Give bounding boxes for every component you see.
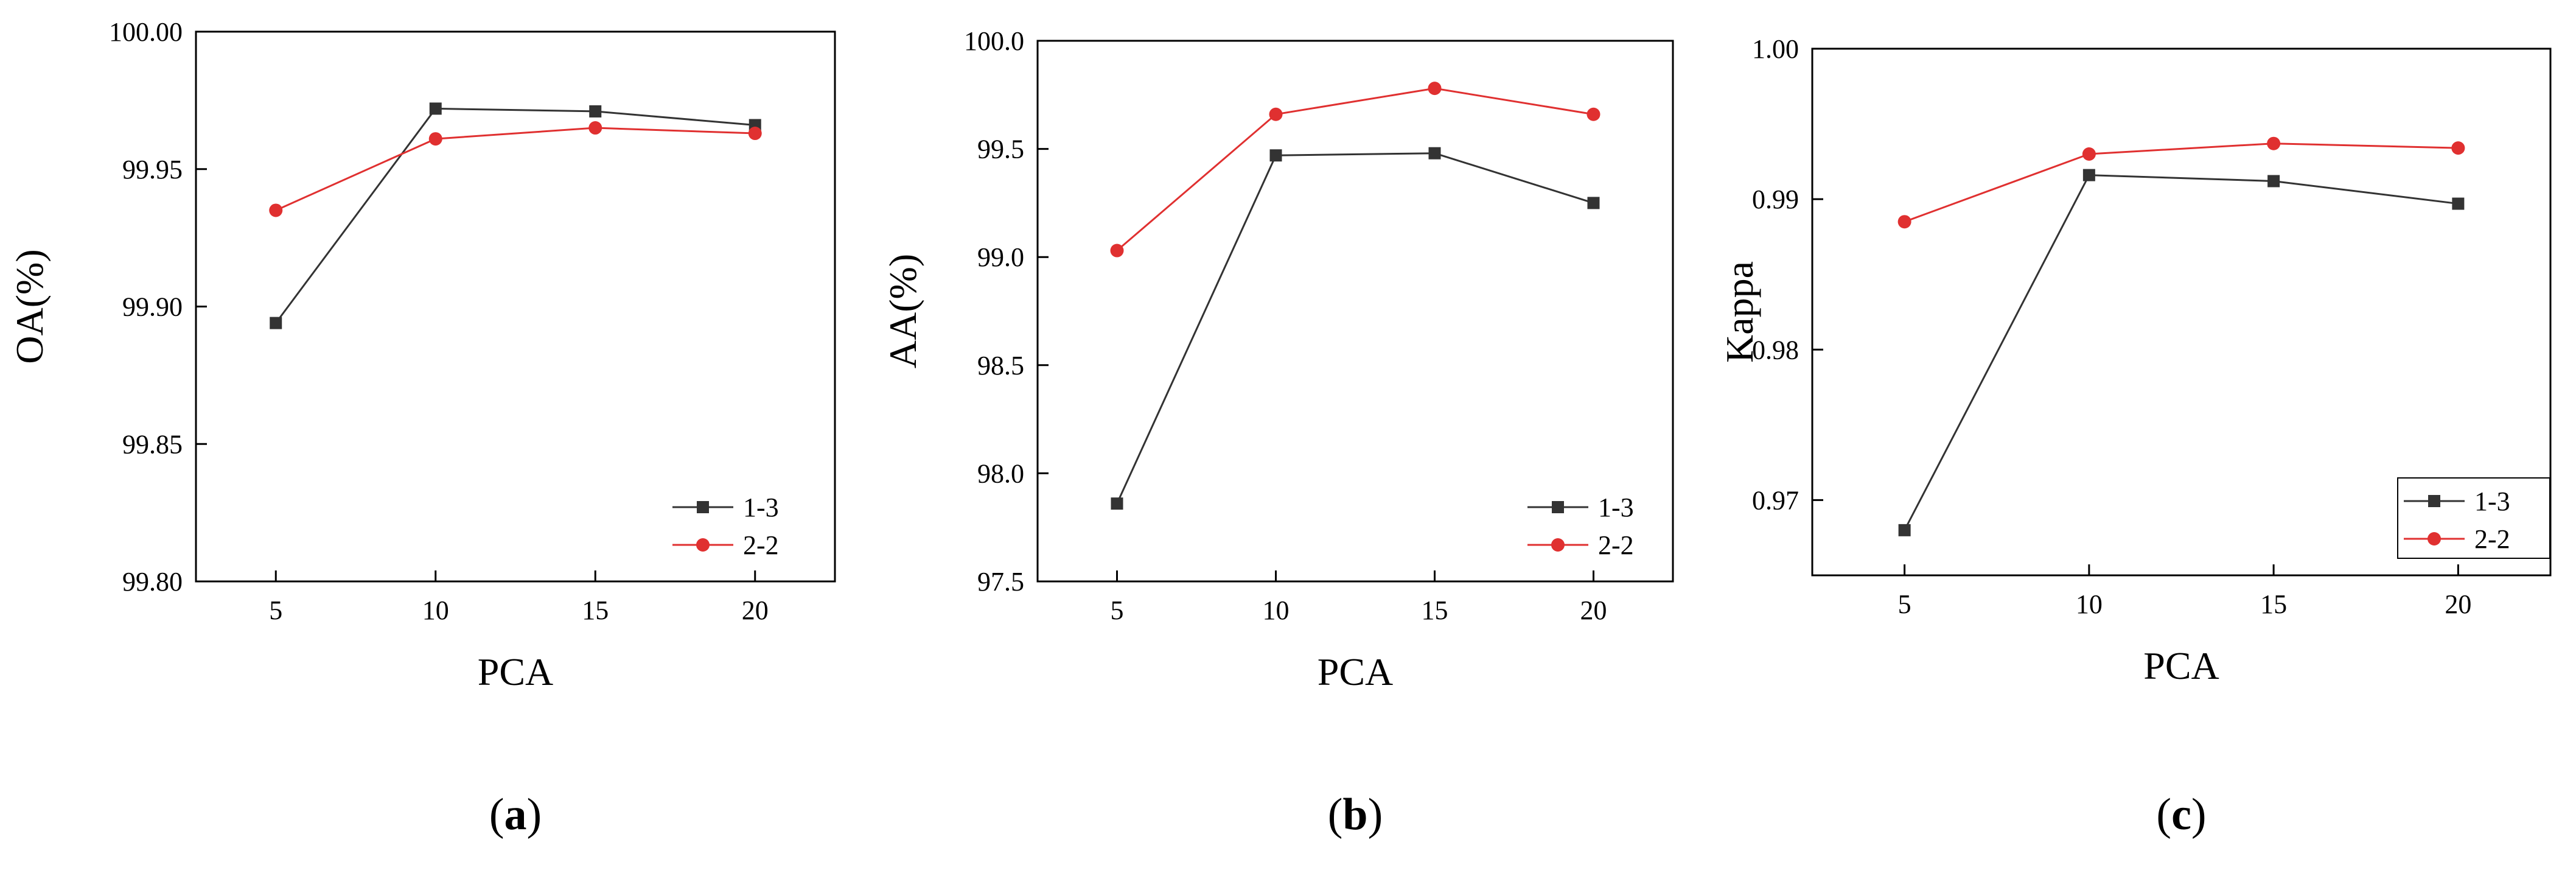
y-tick-label: 99.95 (122, 155, 183, 184)
chart-panel-b: 97.5 98.0 98.5 99.0 99.5 100.0 5 10 15 20 PCA AA(%)… (881, 26, 1674, 840)
legend-marker-2-2 (2428, 532, 2441, 546)
y-axis-label: OA(%) (8, 249, 51, 363)
y-tick-label: 98.0 (977, 458, 1024, 488)
data-point-1-3 (1587, 197, 1600, 209)
x-tick-label: 10 (422, 595, 449, 625)
plot-frame (1036, 40, 1674, 583)
y-tick-label: 0.99 (1752, 184, 1799, 214)
series-line-2-2 (1116, 87, 1594, 251)
data-point-1-3 (2267, 175, 2280, 188)
legend-marker-2-2 (696, 538, 710, 552)
y-tick-label: 100.0 (964, 26, 1024, 56)
x-tick-label: 20 (2445, 589, 2471, 619)
y-tick-label: 99.85 (122, 429, 183, 459)
x-tick-label: 5 (1898, 589, 1911, 619)
x-tick-label: 15 (2260, 589, 2287, 619)
x-tick-label: 5 (269, 595, 282, 625)
x-tick-label: 10 (2076, 589, 2103, 619)
legend-marker-1-3 (1552, 501, 1564, 513)
y-tick-label: 0.98 (1752, 335, 1799, 365)
y-tick-label: 99.0 (977, 242, 1024, 272)
panel-label-b: (b) (1328, 790, 1383, 840)
legend-marker-1-3 (2428, 495, 2440, 507)
series-line-2-2 (275, 127, 755, 211)
y-tick-label: 98.5 (977, 351, 1024, 381)
y-axis-label: Kappa (1718, 261, 1761, 363)
panel-label-a: (a) (489, 790, 542, 840)
data-point-1-3 (2452, 197, 2465, 210)
data-point-2-2 (428, 132, 442, 146)
data-point-2-2 (748, 127, 762, 141)
x-tick-label: 5 (1111, 595, 1124, 625)
data-point-2-2 (2082, 147, 2096, 161)
data-point-2-2 (2267, 136, 2281, 150)
x-tick-label: 15 (1422, 595, 1448, 625)
data-point-1-3 (589, 105, 602, 118)
legend-marker-2-2 (1551, 538, 1565, 552)
data-point-2-2 (1586, 107, 1600, 121)
legend-label-1-3: 1-3 (743, 493, 779, 522)
data-point-1-3 (1111, 497, 1123, 510)
y-tick-label: 100.00 (109, 17, 183, 47)
legend-label-1-3: 1-3 (2474, 486, 2510, 516)
data-point-2-2 (1269, 107, 1283, 121)
legend: 1-32-2 (2397, 477, 2550, 559)
series-line-1-3 (1904, 174, 2459, 531)
x-tick-label: 20 (742, 595, 769, 625)
legend-label-2-2: 2-2 (1598, 530, 1634, 560)
legend-marker-1-3 (697, 501, 709, 513)
data-point-1-3 (1898, 524, 1911, 536)
legend: 1-32-2 (1527, 493, 1634, 560)
panel-label-c: (c) (2156, 790, 2206, 840)
data-point-1-3 (429, 102, 442, 115)
legend-label-2-2: 2-2 (743, 530, 779, 560)
data-point-2-2 (1897, 215, 1911, 229)
y-tick-label: 97.5 (977, 567, 1024, 597)
legend: 1-32-2 (672, 493, 779, 560)
legend-label-1-3: 1-3 (1598, 493, 1634, 522)
data-point-2-2 (2451, 141, 2465, 155)
legend-label-2-2: 2-2 (2474, 524, 2510, 554)
plot-frame (195, 30, 836, 583)
series-line-1-3 (275, 107, 755, 324)
data-point-1-3 (1269, 149, 1282, 162)
x-tick-label: 20 (1580, 595, 1607, 625)
data-point-2-2 (1110, 244, 1124, 258)
y-axis-label: AA(%) (881, 254, 924, 368)
y-tick-label: 99.5 (977, 135, 1024, 164)
plot-frame (1811, 47, 2552, 577)
series-line-2-2 (1904, 142, 2459, 223)
chart-panel-a: 99.80 99.85 99.90 99.95 100.00 5 10 15 20 PCA OA(%… (8, 17, 836, 840)
data-point-1-3 (270, 317, 282, 329)
data-point-1-3 (1428, 147, 1441, 160)
x-tick-label: 15 (582, 595, 609, 625)
y-tick-label: 1.00 (1752, 34, 1799, 64)
series-line-1-3 (1116, 152, 1594, 504)
x-tick-label: 10 (1263, 595, 1290, 625)
data-point-1-3 (2082, 169, 2095, 181)
data-point-2-2 (269, 203, 283, 217)
x-axis-label: PCA (2143, 644, 2219, 687)
y-tick-label: 0.97 (1752, 485, 1799, 515)
data-point-2-2 (588, 121, 602, 135)
legend-frame (2397, 477, 2550, 559)
x-axis-label: PCA (1318, 650, 1394, 693)
y-tick-label: 99.80 (122, 567, 183, 597)
y-tick-label: 99.90 (122, 292, 183, 322)
x-axis-label: PCA (478, 650, 554, 693)
data-point-2-2 (1428, 82, 1442, 96)
